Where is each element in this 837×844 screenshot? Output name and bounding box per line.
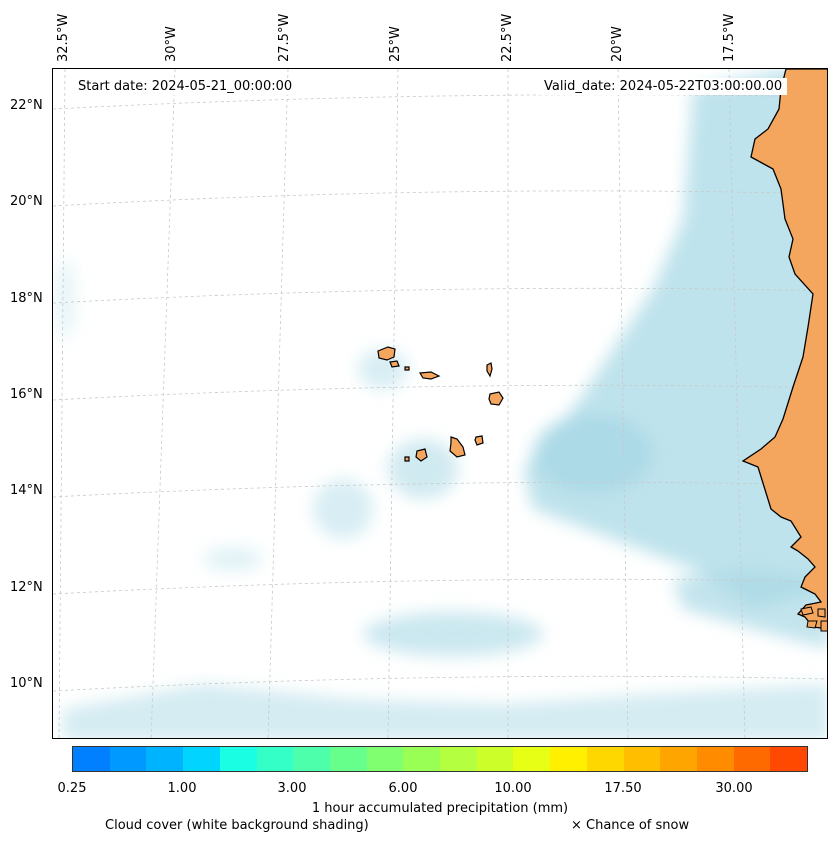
cloud-patch-islands — [388, 439, 458, 499]
colorbar-segment — [440, 747, 477, 771]
colorbar-segment — [513, 747, 551, 771]
colorbar-segment — [660, 747, 697, 771]
island-maio — [474, 435, 484, 446]
lat-label-22n: 22°N — [10, 98, 43, 113]
lat-label-12n: 12°N — [10, 580, 43, 595]
cloud-patch-central-east — [533, 414, 653, 494]
colorbar-segment — [183, 747, 220, 771]
colorbar-segment — [770, 747, 808, 771]
colorbar-segment — [550, 747, 587, 771]
island-fogo — [415, 448, 428, 462]
colorbar-segment — [586, 747, 624, 771]
lon-label-27-5w: 27.5°W — [277, 13, 292, 62]
colorbar-tick: 10.00 — [494, 781, 532, 796]
start-date-label: Start date: 2024-05-21_00:00:00 — [73, 78, 298, 95]
colorbar-segment — [733, 747, 771, 771]
colorbar-tick: 0.25 — [57, 781, 87, 796]
graticule — [53, 69, 827, 738]
map-canvas — [53, 69, 827, 738]
cape-verde-islands — [377, 346, 504, 462]
colorbar-tick: 1.00 — [167, 781, 197, 796]
colorbar-segment — [146, 747, 184, 771]
colorbar-segment — [403, 747, 441, 771]
island-sao-vicente — [389, 360, 400, 368]
colorbar-segment — [623, 747, 661, 771]
lat-label-18n: 18°N — [10, 291, 43, 306]
island-brava — [404, 456, 410, 462]
cloud-patch-islands-north — [358, 349, 408, 389]
colorbar-segment — [329, 747, 367, 771]
lon-label-30w: 30°W — [164, 26, 179, 62]
cloud-cover-layer — [55, 69, 827, 738]
colorbar-tick: 17.50 — [604, 781, 642, 796]
island-boa-vista — [488, 391, 504, 406]
lat-label-16n: 16°N — [10, 387, 43, 402]
africa-coastline — [741, 69, 827, 630]
cloud-cover-legend: Cloud cover (white background shading) — [105, 818, 369, 833]
cloud-patch-southwest — [313, 479, 373, 539]
island-santiago — [449, 436, 466, 458]
colorbar-segment — [73, 747, 110, 771]
lon-label-25w: 25°W — [388, 26, 403, 62]
bissagos-islands — [800, 606, 827, 632]
lon-label-20w: 20°W — [610, 26, 625, 62]
lon-label-32-5w: 32.5°W — [56, 13, 71, 62]
precipitation-colorbar — [72, 746, 808, 772]
lon-label-22-5w: 22.5°W — [500, 13, 515, 62]
lat-label-10n: 10°N — [10, 676, 43, 691]
cloud-band-east-coast — [673, 569, 827, 649]
cloud-patch-west — [55, 259, 75, 339]
colorbar-segment — [293, 747, 330, 771]
lon-label-17-5w: 17.5°W — [722, 13, 737, 62]
colorbar-segment — [109, 747, 147, 771]
island-sal — [486, 362, 493, 378]
map-panel[interactable] — [52, 68, 828, 739]
lat-label-20n: 20°N — [10, 194, 43, 209]
colorbar-segment — [476, 747, 514, 771]
snow-legend: × Chance of snow — [571, 818, 690, 833]
island-santa-luzia — [404, 366, 410, 371]
cloud-patch-south-central — [363, 612, 543, 656]
valid-date-label: Valid_date: 2024-05-22T03:00:00.00 — [539, 78, 788, 95]
colorbar-segment — [219, 747, 257, 771]
lat-label-14n: 14°N — [10, 483, 43, 498]
colorbar-segment — [696, 747, 734, 771]
cloud-band-south — [63, 684, 827, 738]
colorbar-segment — [256, 747, 294, 771]
island-sao-nicolau — [418, 371, 441, 380]
colorbar-title: 1 hour accumulated precipitation (mm) — [311, 801, 569, 816]
colorbar-tick: 6.00 — [388, 781, 418, 796]
colorbar-tick: 30.00 — [715, 781, 753, 796]
colorbar-tick: 3.00 — [277, 781, 307, 796]
colorbar-segment — [366, 747, 404, 771]
island-santo-antao — [377, 346, 396, 361]
cloud-patch-southwest-far — [203, 547, 263, 571]
